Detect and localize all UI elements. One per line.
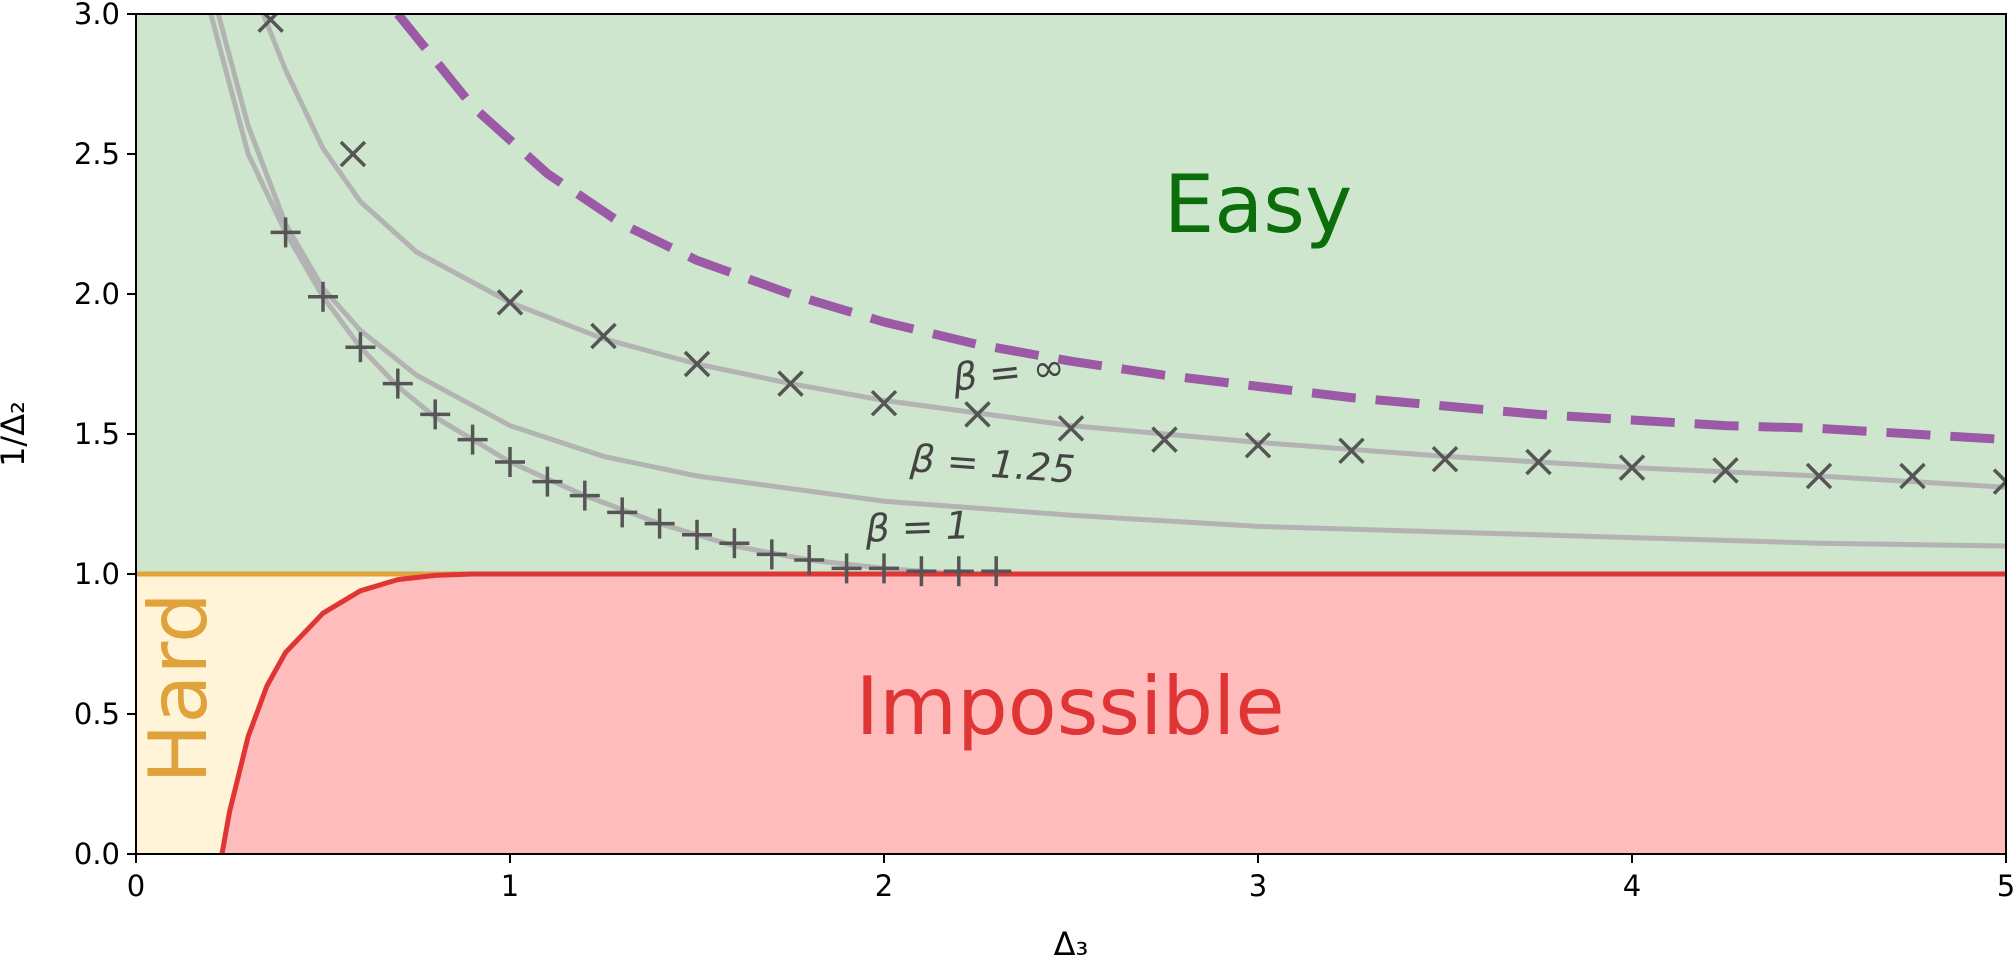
plus-marker — [719, 528, 750, 559]
x-marker — [1712, 457, 1739, 484]
x-marker — [683, 350, 711, 378]
plus-marker — [906, 556, 937, 587]
x-tick-label: 4 — [1623, 869, 1641, 903]
curve-label-beta-1: β = 1 — [864, 503, 971, 551]
y-tick-label: 3.0 — [74, 0, 120, 31]
plus-marker — [943, 556, 974, 587]
x-tick-label: 3 — [1249, 869, 1267, 903]
impossible-label: Impossible — [855, 660, 1284, 753]
plus-marker — [382, 368, 413, 399]
x-tick-label: 5 — [1997, 869, 2015, 903]
x-tick-label: 0 — [127, 869, 145, 903]
series-line-4 — [219, 571, 2006, 854]
x-marker — [1338, 437, 1365, 465]
hard-label: Hard — [132, 592, 225, 783]
plus-marker — [869, 553, 899, 584]
y-tick-label: 2.0 — [74, 277, 120, 311]
plus-marker — [569, 480, 600, 511]
impossible-region — [222, 574, 2006, 854]
x-marker — [1805, 462, 1833, 490]
easy-region — [136, 14, 2006, 574]
plus-marker — [420, 399, 451, 430]
plus-marker — [981, 556, 1012, 587]
y-tick-label: 2.5 — [74, 137, 120, 171]
series-line-2 — [215, 14, 2006, 549]
plus-marker — [682, 519, 712, 550]
x-marker — [1057, 415, 1085, 442]
x-tick-label: 1 — [501, 869, 519, 903]
x-marker — [1151, 426, 1178, 453]
y-tick-label: 0.0 — [74, 837, 120, 871]
plus-marker — [831, 553, 862, 584]
x-marker — [1244, 431, 1272, 459]
x-marker — [257, 14, 284, 33]
easy-label: Easy — [1164, 158, 1353, 251]
x-marker — [1992, 468, 2006, 495]
y-axis-label: 1/Δ₂ — [0, 401, 32, 467]
x-marker — [777, 370, 804, 397]
x-marker — [1618, 454, 1646, 481]
series-line-0 — [394, 14, 2006, 445]
plus-marker — [345, 332, 376, 363]
plus-marker — [532, 466, 563, 497]
y-axis-ticks: 0.0 0.5 1.0 1.5 2.0 2.5 3.0 — [74, 0, 136, 871]
y-tick-label: 0.5 — [74, 697, 120, 731]
plus-marker — [794, 545, 825, 575]
x-marker — [1525, 448, 1552, 476]
x-axis-label: Δ₃ — [1054, 925, 1089, 963]
y-tick-label: 1.0 — [74, 557, 120, 591]
y-tick-label: 1.5 — [74, 417, 120, 451]
plus-marker — [308, 281, 338, 312]
plus-marker — [607, 497, 638, 528]
x-axis-ticks: 0 1 2 3 4 5 — [127, 854, 2015, 903]
plus-marker — [457, 424, 488, 455]
x-marker — [1899, 462, 1926, 490]
x-tick-label: 2 — [875, 869, 893, 903]
plus-marker — [495, 447, 525, 477]
x-marker — [590, 322, 617, 350]
plus-marker — [270, 217, 301, 248]
x-marker — [339, 140, 367, 168]
x-marker — [964, 401, 991, 428]
plus-marker — [756, 539, 787, 570]
x-marker — [496, 289, 524, 316]
plus-marker — [644, 508, 675, 539]
marker-layer — [257, 14, 2006, 587]
x-marker — [1431, 445, 1459, 473]
x-marker — [870, 389, 898, 417]
